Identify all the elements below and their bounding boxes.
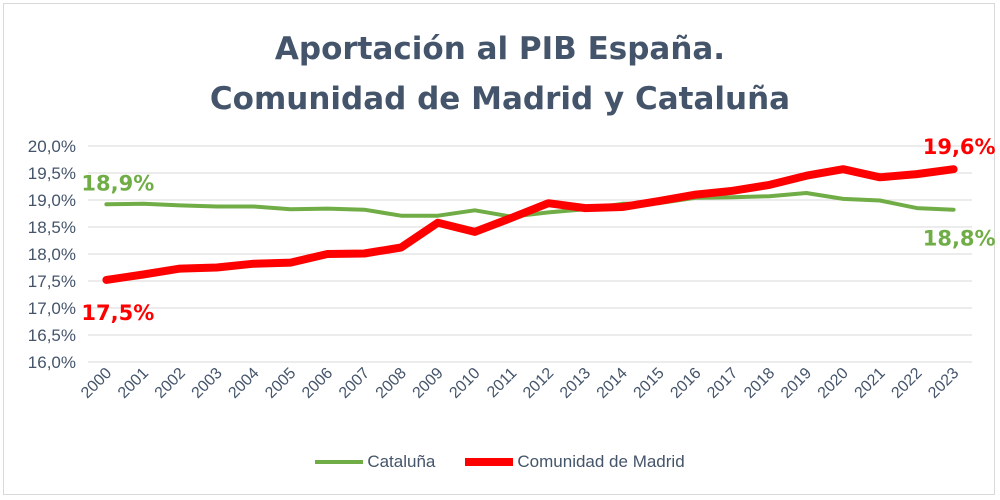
series-line-madrid bbox=[102, 165, 958, 284]
legend-item-cataluna: Cataluña bbox=[315, 452, 435, 472]
x-tick-label: 2016 bbox=[667, 365, 704, 402]
legend-label-cataluna: Cataluña bbox=[367, 452, 436, 471]
y-tick-label: 17,0% bbox=[28, 299, 76, 318]
legend-swatch-cataluna bbox=[315, 460, 364, 464]
legend-label-madrid: Comunidad de Madrid bbox=[517, 452, 685, 471]
legend-swatch-madrid bbox=[465, 458, 514, 466]
y-tick-label: 19,5% bbox=[28, 164, 76, 183]
x-tick-label: 2015 bbox=[631, 365, 668, 402]
x-tick-label: 2006 bbox=[299, 365, 336, 402]
x-tick-label: 2013 bbox=[557, 365, 594, 402]
chart-legend: Cataluña Comunidad de Madrid bbox=[0, 452, 1000, 472]
y-tick-label: 17,5% bbox=[28, 272, 76, 291]
chart-title: Aportación al PIB España. Comunidad de M… bbox=[0, 24, 1000, 124]
x-tick-label: 2001 bbox=[115, 365, 152, 402]
x-tick-label: 2011 bbox=[484, 365, 520, 401]
y-tick-label: 20,0% bbox=[28, 137, 76, 156]
x-tick-label: 2021 bbox=[852, 365, 889, 402]
x-tick-label: 2003 bbox=[189, 365, 226, 402]
y-tick-label: 18,0% bbox=[28, 245, 76, 264]
x-tick-label: 2012 bbox=[520, 365, 557, 402]
legend-item-madrid: Comunidad de Madrid bbox=[465, 452, 685, 472]
data-label-cataluna-start: 18,9% bbox=[81, 171, 154, 195]
chart-title-line-1: Aportación al PIB España. bbox=[274, 31, 726, 67]
x-tick-label: 2023 bbox=[925, 365, 962, 402]
data-label-cataluna-end: 18,8% bbox=[923, 227, 996, 251]
x-tick-label: 2019 bbox=[778, 365, 815, 402]
x-tick-label: 2005 bbox=[262, 365, 299, 402]
chart-title-line-2: Comunidad de Madrid y Cataluña bbox=[209, 81, 791, 117]
x-tick-label: 2007 bbox=[336, 365, 373, 402]
x-tick-label: 2000 bbox=[78, 365, 115, 402]
x-tick-label: 2002 bbox=[152, 365, 189, 402]
x-tick-label: 2022 bbox=[888, 365, 925, 402]
y-tick-label: 16,0% bbox=[28, 353, 76, 372]
x-tick-label: 2018 bbox=[741, 365, 778, 402]
x-tick-label: 2008 bbox=[373, 365, 410, 402]
x-tick-label: 2014 bbox=[594, 365, 631, 402]
x-tick-label: 2017 bbox=[704, 365, 741, 402]
x-tick-label: 2004 bbox=[225, 365, 262, 402]
y-tick-label: 16,5% bbox=[28, 326, 76, 345]
x-tick-label: 2010 bbox=[446, 365, 483, 402]
data-label-madrid-end: 19,6% bbox=[923, 135, 996, 159]
y-tick-label: 18,5% bbox=[28, 218, 76, 237]
chart-frame bbox=[3, 3, 995, 495]
y-tick-label: 19,0% bbox=[28, 191, 76, 210]
x-tick-label: 2009 bbox=[410, 365, 447, 402]
data-label-madrid-start: 17,5% bbox=[81, 301, 154, 325]
x-tick-label: 2020 bbox=[815, 365, 852, 402]
